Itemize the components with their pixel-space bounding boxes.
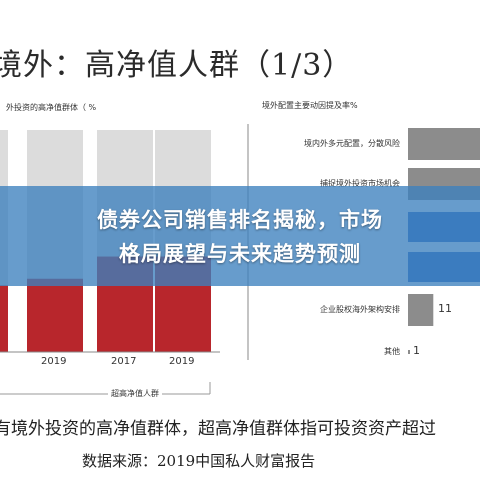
bar-filled — [27, 278, 83, 352]
category-label: 境内外多元配置，分散风险 — [304, 139, 400, 148]
x-tick-label: 2019 — [169, 356, 195, 367]
caption-line-1: 有境外投资的高净值群体，超高净值群体指可投资资产超过 — [0, 419, 436, 439]
headline-banner[interactable]: 债券公司销售排名揭秘，市场 格局展望与未来趋势预测 — [0, 186, 480, 286]
bar — [408, 350, 410, 354]
left-chart-title: 外投资的高净值群体（ % — [6, 103, 97, 112]
right-chart-title: 境外配置主要动因提及率% — [262, 101, 358, 110]
bar — [408, 128, 480, 160]
headline-line-2[interactable]: 格局展望与未来趋势预测 — [119, 242, 361, 266]
x-tick-label: 2019 — [41, 356, 67, 367]
category-label: 企业股权海外架构安排 — [320, 305, 400, 314]
value-label: 11 — [438, 302, 452, 315]
caption-source: 数据来源：2019中国私人财富报告 — [82, 452, 316, 470]
bar-filled-partial — [0, 285, 8, 352]
left-group-label: 超高净值人群 — [108, 388, 162, 399]
slide-title: 境外：高净值人群（1/3） — [0, 48, 354, 83]
value-label: 1 — [413, 344, 420, 357]
bar — [408, 294, 434, 326]
category-label: 其他 — [384, 347, 400, 356]
headline-line-1[interactable]: 债券公司销售排名揭秘，市场 — [97, 208, 383, 232]
category-label: 捕捉境外投资市场机会 — [320, 179, 400, 188]
x-tick-label: 2017 — [111, 356, 137, 367]
